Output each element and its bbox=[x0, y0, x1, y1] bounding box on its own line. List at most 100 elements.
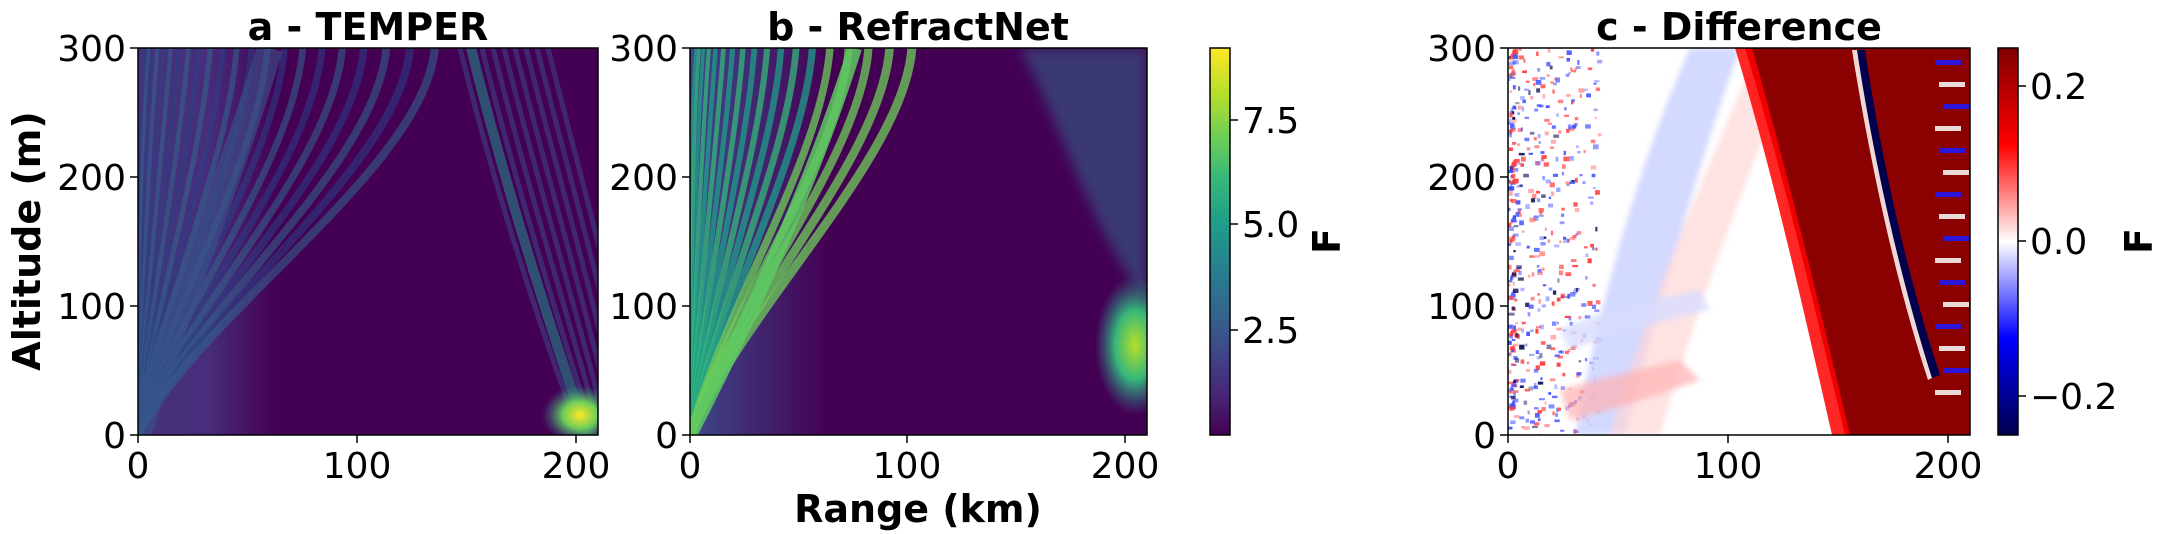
heatmap-c-noise-cell bbox=[1521, 426, 1525, 429]
heatmap-c-noise-cell bbox=[1512, 61, 1517, 65]
heatmap-c-noise-cell bbox=[1519, 416, 1525, 420]
heatmap-c-noise-cell bbox=[1565, 272, 1572, 277]
heatmap-c-noise-cell bbox=[1509, 403, 1514, 409]
heatmap-c-noise-cell bbox=[1535, 328, 1539, 334]
heatmap-c-noise-cell bbox=[1594, 80, 1600, 83]
heatmap-c-noise-cell bbox=[1552, 411, 1555, 416]
heatmap-c-noise-cell bbox=[1545, 105, 1550, 109]
heatmap-c-noise-cell bbox=[1529, 131, 1535, 135]
heatmap-c-noise-cell bbox=[1560, 386, 1565, 390]
heatmap-c-noise-cell bbox=[1511, 395, 1516, 400]
heatmap-c-noise-cell bbox=[1523, 400, 1528, 405]
heatmap-c-noise-cell bbox=[1563, 236, 1566, 240]
heatmap-c-noise-cell bbox=[1530, 296, 1535, 301]
heatmap-c-noise-cell bbox=[1536, 356, 1541, 360]
heatmap-c-noise-cell bbox=[1525, 418, 1529, 423]
xtick-label: 200 bbox=[542, 446, 611, 487]
heatmap-a-arc bbox=[466, 48, 592, 435]
heatmap-c-noise-cell bbox=[1527, 274, 1531, 278]
heatmap-c-noise-cell bbox=[1510, 274, 1517, 278]
heatmap-c-noise-cell bbox=[1510, 109, 1513, 112]
heatmap-c-noise-cell bbox=[1550, 230, 1554, 236]
heatmap-c-noise-cell bbox=[1541, 155, 1547, 159]
heatmap-c-noise-cell bbox=[1516, 265, 1522, 269]
heatmap-c-noise-cell bbox=[1535, 365, 1540, 371]
heatmap-c-noise-cell bbox=[1509, 184, 1513, 187]
heatmap-c-noise-cell bbox=[1542, 175, 1545, 181]
heatmap-c-noise-cell bbox=[1527, 312, 1531, 317]
heatmap-c-noise-cell bbox=[1508, 186, 1515, 191]
heatmap-c-noise-cell bbox=[1512, 282, 1515, 286]
heatmap-c-noise-cell bbox=[1572, 234, 1577, 239]
heatmap-a bbox=[138, 48, 598, 435]
heatmap-c-noise-cell bbox=[1511, 173, 1516, 179]
heatmap-c-noise-cell bbox=[1540, 377, 1543, 380]
heatmap-c-right-stripes bbox=[1935, 60, 1969, 395]
heatmap-c-noise-cell bbox=[1522, 99, 1526, 104]
heatmap-c-noise-cell bbox=[1574, 208, 1580, 212]
heatmap-c-noise-cell bbox=[1557, 355, 1563, 359]
heatmap-c-noise-cell bbox=[1539, 212, 1543, 215]
heatmap-c-noise-cell bbox=[1511, 338, 1516, 341]
ytick-label: 300 bbox=[609, 29, 678, 70]
heatmap-c-noise-cell bbox=[1508, 61, 1515, 66]
heatmap-c-noise-cell bbox=[1511, 349, 1515, 353]
heatmap-c-stripe bbox=[1939, 214, 1965, 219]
heatmap-c-noise-cell bbox=[1529, 353, 1535, 356]
heatmap-c-noise-cell bbox=[1513, 415, 1520, 418]
heatmap-c-noise-cell bbox=[1510, 386, 1514, 390]
heatmap-c-noise-cell bbox=[1594, 116, 1597, 119]
heatmap-c-noise-cell bbox=[1534, 145, 1540, 149]
heatmap-c-noise-cell bbox=[1535, 255, 1540, 258]
heatmap-c-noise-cell bbox=[1556, 321, 1559, 325]
heatmap-c-noise-cell bbox=[1556, 362, 1561, 367]
heatmap-c-noise-cell bbox=[1511, 125, 1516, 130]
heatmap-c-noise-cell bbox=[1510, 54, 1514, 59]
heatmap-c-noise-cell bbox=[1541, 194, 1546, 198]
heatmap-c-noise-cell bbox=[1514, 168, 1519, 172]
heatmap-c-blue-streak bbox=[1857, 50, 1940, 378]
heatmap-c-noise-cell bbox=[1521, 321, 1526, 325]
heatmap-c-noise-cell bbox=[1539, 353, 1543, 359]
ytick-label: 100 bbox=[57, 287, 126, 328]
heatmap-c-noise-cell bbox=[1539, 251, 1546, 257]
heatmap-c-noise-cell bbox=[1570, 291, 1576, 297]
heatmap-c-noise-cell bbox=[1571, 124, 1577, 129]
heatmap-c-noise-cell bbox=[1577, 60, 1580, 65]
heatmap-c-noise-cell bbox=[1565, 93, 1571, 97]
heatmap-c-noise-cell bbox=[1525, 302, 1530, 307]
panel-b: b - RefractNet Range (km) 300 200 100 0 … bbox=[609, 5, 1159, 531]
heatmap-c-noise-cell bbox=[1572, 264, 1578, 268]
heatmap-c-noise-cell bbox=[1509, 395, 1513, 398]
heatmap-c-noise-cell bbox=[1535, 80, 1542, 85]
heatmap-c-noise-cell bbox=[1512, 233, 1519, 237]
heatmap-c-noise-cell bbox=[1508, 118, 1512, 124]
heatmap-c-noise-cell bbox=[1513, 380, 1516, 383]
heatmap-a-arc bbox=[490, 48, 598, 434]
heatmap-c-noise-cell bbox=[1574, 117, 1579, 121]
heatmap-a-arc bbox=[512, 48, 598, 374]
title-b: b - RefractNet bbox=[767, 5, 1069, 49]
heatmap-c-noise-cell bbox=[1515, 322, 1519, 325]
heatmap-c-noise-cell bbox=[1561, 207, 1565, 211]
heatmap-c-noise-cell bbox=[1508, 165, 1515, 169]
heatmap-c-noise-cell bbox=[1511, 235, 1515, 239]
heatmap-c-noise-cell bbox=[1547, 122, 1552, 125]
heatmap-c-noise-cell bbox=[1517, 105, 1522, 110]
heatmap-c-noise-cell bbox=[1517, 128, 1521, 133]
heatmap-c-noise-cell bbox=[1513, 325, 1516, 330]
heatmap-c-stripe bbox=[1935, 324, 1961, 329]
heatmap-c-noise-cell bbox=[1575, 177, 1578, 183]
heatmap-c-noise-cell bbox=[1592, 304, 1596, 309]
ylabel-a: Altitude (m) bbox=[5, 111, 49, 370]
heatmap-c-noise-cell bbox=[1590, 201, 1594, 205]
heatmap-c-noise-cell bbox=[1519, 184, 1523, 187]
heatmap-c-noise-cell bbox=[1553, 244, 1560, 248]
heatmap-c-noise-cell bbox=[1511, 111, 1515, 115]
colorbar-tick-label: 0.2 bbox=[2030, 67, 2087, 108]
heatmap-c-noise-cell bbox=[1586, 93, 1591, 98]
heatmap-c-noise-cell bbox=[1561, 164, 1566, 169]
heatmap-c-noise-cell bbox=[1508, 340, 1512, 345]
heatmap-c-noise-cell bbox=[1562, 372, 1566, 377]
heatmap-c-noise-cell bbox=[1582, 181, 1586, 184]
